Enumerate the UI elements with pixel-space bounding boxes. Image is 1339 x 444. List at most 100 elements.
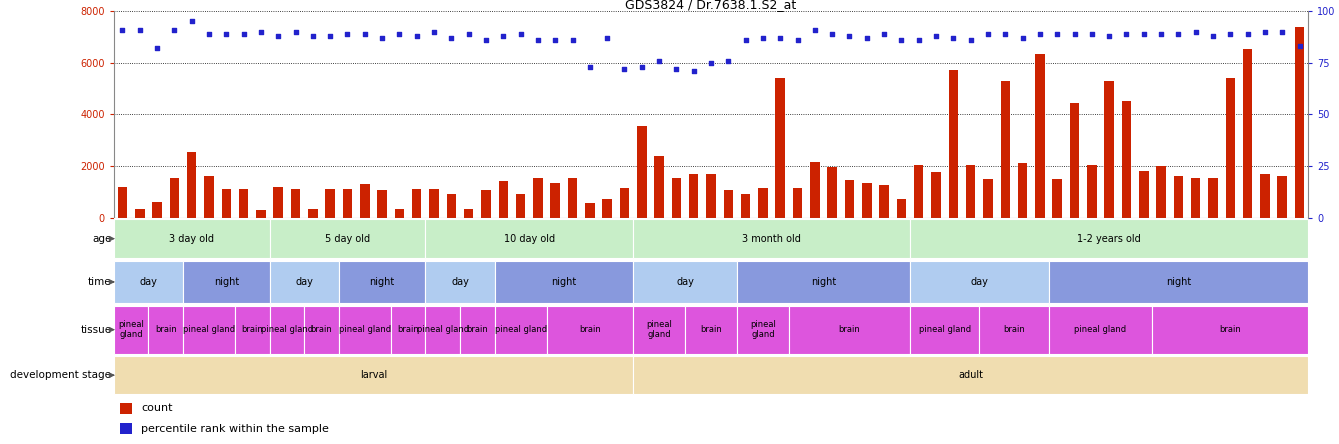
Bar: [915, 165, 924, 218]
Point: [1185, 28, 1206, 35]
Point: [1220, 30, 1241, 37]
Point: [353, 30, 375, 37]
Point: [1030, 30, 1051, 37]
Point: [129, 26, 150, 33]
FancyBboxPatch shape: [1048, 261, 1308, 303]
Bar: [1190, 178, 1201, 218]
Text: time: time: [88, 277, 111, 287]
FancyBboxPatch shape: [1048, 305, 1153, 354]
Text: day: day: [451, 277, 469, 287]
Point: [562, 36, 584, 44]
Point: [1150, 30, 1172, 37]
Text: 10 day old: 10 day old: [503, 234, 554, 244]
Bar: [360, 184, 370, 218]
FancyBboxPatch shape: [183, 261, 269, 303]
Point: [838, 32, 860, 40]
Bar: [1139, 171, 1149, 218]
Bar: [775, 78, 785, 218]
Bar: [965, 165, 975, 218]
Text: count: count: [142, 403, 173, 413]
FancyBboxPatch shape: [789, 305, 911, 354]
Point: [770, 34, 791, 41]
Point: [458, 30, 479, 37]
Point: [805, 26, 826, 33]
Bar: [1225, 78, 1235, 218]
FancyBboxPatch shape: [339, 261, 426, 303]
Point: [890, 36, 912, 44]
FancyBboxPatch shape: [911, 219, 1308, 258]
Bar: [948, 71, 959, 218]
FancyBboxPatch shape: [149, 305, 183, 354]
Text: pineal gland: pineal gland: [339, 325, 391, 334]
FancyBboxPatch shape: [183, 305, 234, 354]
Point: [250, 28, 272, 35]
FancyBboxPatch shape: [269, 261, 339, 303]
Point: [995, 30, 1016, 37]
Text: percentile rank within the sample: percentile rank within the sample: [142, 424, 329, 434]
Point: [856, 34, 877, 41]
Text: development stage: development stage: [11, 370, 111, 380]
Point: [1272, 28, 1293, 35]
Point: [1098, 32, 1119, 40]
Bar: [1018, 163, 1027, 218]
Bar: [118, 186, 127, 218]
FancyBboxPatch shape: [494, 305, 546, 354]
Bar: [568, 178, 577, 218]
FancyBboxPatch shape: [911, 305, 979, 354]
Point: [1255, 28, 1276, 35]
Text: night: night: [214, 277, 238, 287]
Text: age: age: [92, 234, 111, 244]
Point: [613, 65, 635, 72]
Text: 3 month old: 3 month old: [742, 234, 801, 244]
FancyBboxPatch shape: [391, 305, 426, 354]
Bar: [430, 189, 439, 218]
Point: [631, 63, 652, 71]
Bar: [550, 183, 560, 218]
Point: [528, 36, 549, 44]
Bar: [672, 178, 682, 218]
Bar: [897, 199, 907, 218]
Bar: [637, 126, 647, 218]
Point: [665, 65, 687, 72]
Text: day: day: [676, 277, 694, 287]
Bar: [810, 162, 819, 218]
Bar: [1052, 179, 1062, 218]
Point: [908, 36, 929, 44]
Bar: [308, 209, 317, 218]
Point: [406, 32, 427, 40]
Bar: [187, 152, 197, 218]
Text: brain: brain: [311, 325, 332, 334]
Bar: [1208, 178, 1217, 218]
Text: pineal gland: pineal gland: [416, 325, 469, 334]
Text: brain: brain: [578, 325, 601, 334]
Bar: [1035, 54, 1044, 218]
Bar: [135, 209, 145, 218]
Bar: [291, 189, 300, 218]
Text: day: day: [139, 277, 158, 287]
Point: [268, 32, 289, 40]
Point: [285, 28, 307, 35]
Text: night: night: [370, 277, 395, 287]
Bar: [119, 424, 131, 434]
Text: day: day: [971, 277, 988, 287]
Text: pineal gland: pineal gland: [1074, 325, 1126, 334]
Bar: [238, 189, 249, 218]
Point: [371, 34, 392, 41]
Point: [146, 45, 167, 52]
Text: brain: brain: [398, 325, 419, 334]
Text: adult: adult: [959, 370, 983, 380]
Bar: [1070, 103, 1079, 218]
Text: brain: brain: [700, 325, 722, 334]
Bar: [655, 156, 664, 218]
Bar: [1087, 165, 1097, 218]
Bar: [498, 182, 507, 218]
Text: larval: larval: [360, 370, 387, 380]
Point: [718, 57, 739, 64]
Bar: [1122, 101, 1131, 218]
FancyBboxPatch shape: [911, 261, 1048, 303]
FancyBboxPatch shape: [633, 261, 736, 303]
Text: 1-2 years old: 1-2 years old: [1078, 234, 1141, 244]
FancyBboxPatch shape: [426, 261, 494, 303]
Bar: [516, 194, 525, 218]
Bar: [1295, 27, 1304, 218]
